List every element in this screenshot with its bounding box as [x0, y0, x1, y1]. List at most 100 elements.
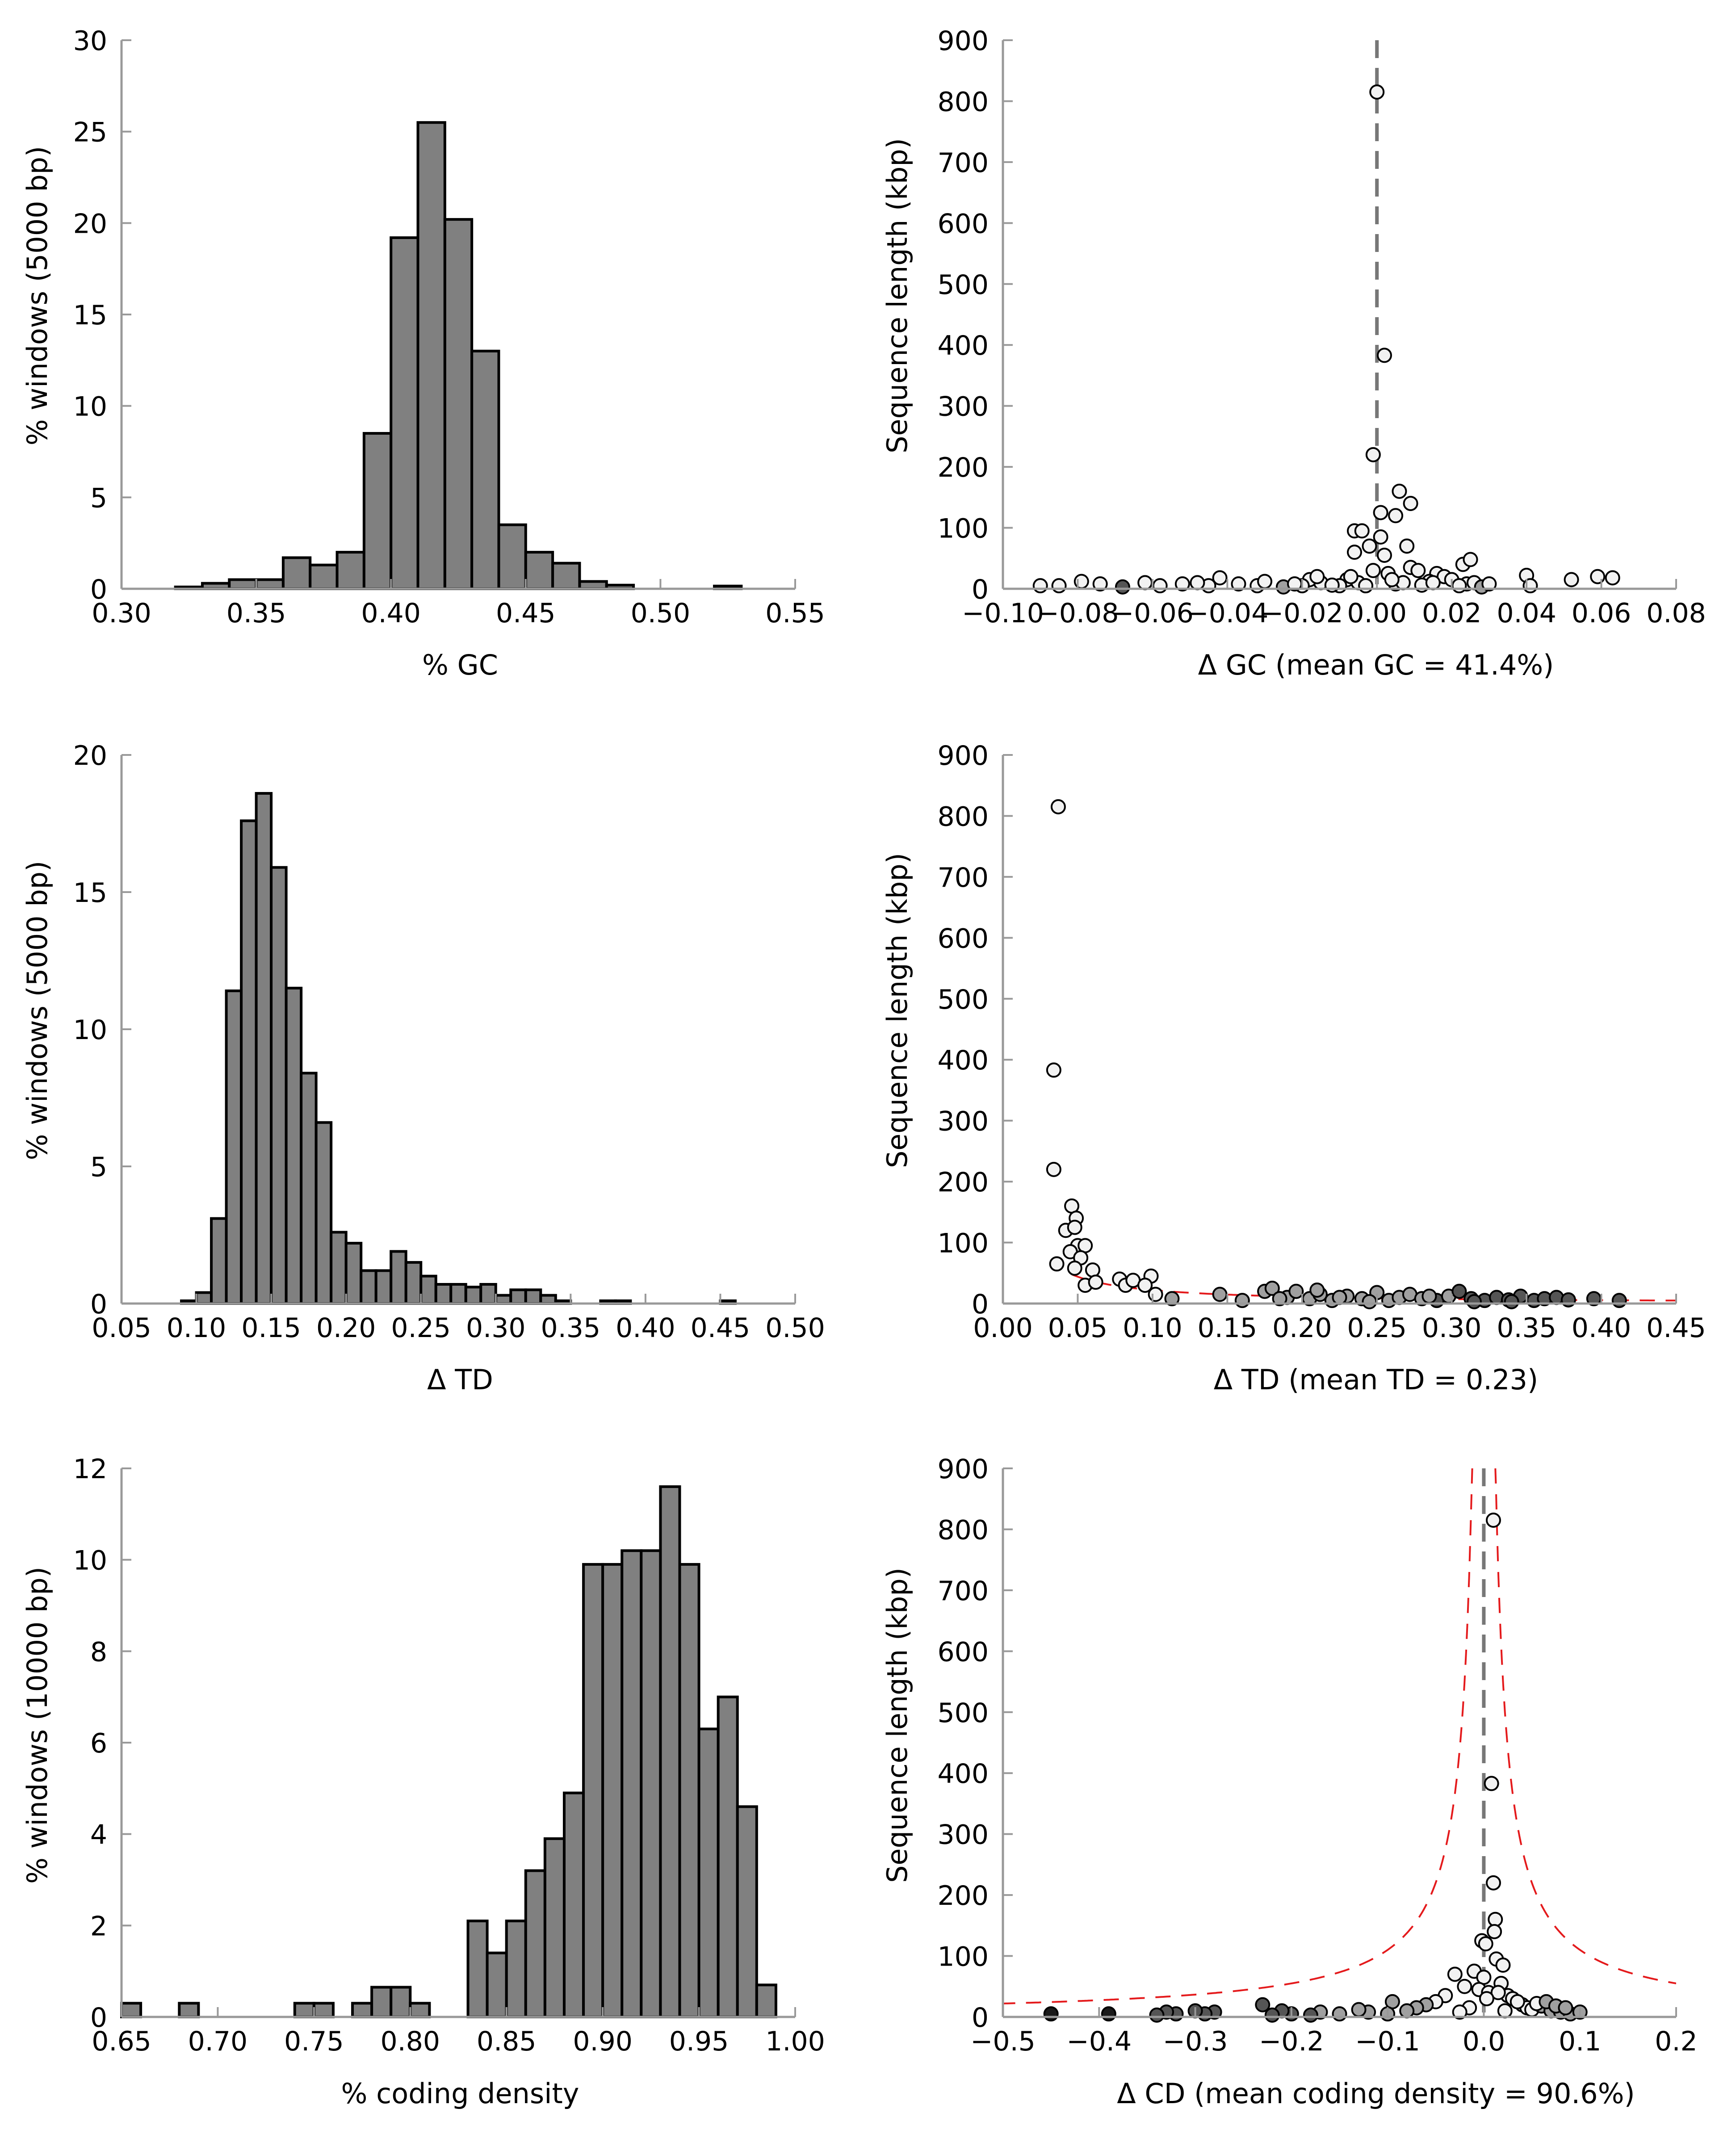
scatter-td-ytick-label: 700 [937, 862, 989, 893]
scatter-gc-point [1403, 495, 1418, 511]
histogram-td-bar [344, 1241, 363, 1305]
scatter-td-ytick-label: 100 [937, 1228, 989, 1259]
scatter-td-point [1067, 1260, 1082, 1276]
histogram-gc-bar [309, 563, 339, 590]
scatter-gc-point [1115, 579, 1130, 595]
scatter-cd-point [1457, 1979, 1472, 1994]
histogram-cd-ticks: 0.65 0.70 0.75 0.80 0.85 0.90 0.95 1.00 0 2 4 6 8 10 1… [73, 1454, 825, 2057]
scatter-td-xtick-label: 0.20 [1272, 1312, 1332, 1344]
scatter-td-ytick-label: 600 [937, 923, 989, 954]
scatter-td-point [1362, 1294, 1377, 1309]
histogram-gc-xtick-label: 0.30 [92, 598, 151, 629]
histogram-td-bar [195, 1291, 213, 1305]
histogram-gc-bar [497, 523, 527, 590]
histogram-cd-ytick-label: 0 [90, 2002, 107, 2033]
scatter-td-ytick-label: 900 [937, 740, 989, 771]
histogram-cd-bar [582, 1563, 604, 2018]
scatter-gc-xtick-label: −0.10 [962, 598, 1044, 629]
histogram-td-bar [270, 866, 288, 1305]
histogram-td-bar [390, 1250, 407, 1305]
histogram-cd-xtick-label: 0.80 [380, 2026, 440, 2057]
scatter-cd-xtick-label: −0.2 [1259, 2026, 1324, 2057]
scatter-cd-xtick-label: −0.1 [1355, 2026, 1420, 2057]
scatter-gc-xtick-label: 0.02 [1422, 598, 1482, 629]
scatter-td-ticks: 0.00 0.05 0.10 0.15 0.20 0.25 0.30 0.35 0.40 0.45… [937, 740, 1706, 1344]
scatter-gc-point [1388, 508, 1404, 524]
scatter-td-ytick-label: 300 [937, 1106, 989, 1137]
histogram-gc-ytick-label: 5 [90, 482, 107, 514]
scatter-cd-xtick-label: −0.4 [1066, 2026, 1132, 2057]
scatter-td-point [1264, 1280, 1280, 1296]
scatter-gc-xtick-label: 0.08 [1646, 598, 1706, 629]
histogram-gc-bar [416, 121, 446, 591]
scatter-cd-ytick-label: 900 [937, 1454, 989, 1485]
histogram-td-bar [434, 1283, 453, 1305]
histogram-td-bar [210, 1217, 228, 1305]
histogram-gc-bar [281, 556, 312, 590]
histogram-cd-bar [717, 1695, 739, 2019]
scatter-gc-xtick-label: −0.08 [1037, 598, 1119, 629]
scatter-cd-point [1101, 2006, 1116, 2022]
scatter-td-ylabel: Sequence length (kbp) [881, 853, 914, 1168]
scatter-gc-point [1343, 569, 1359, 584]
histogram-cd-bar [543, 1837, 566, 2018]
scatter-gc-point [1073, 574, 1089, 589]
scatter-cd-point [1497, 2003, 1513, 2019]
scatter-gc-point [1481, 576, 1497, 592]
scatter-td-point [1046, 1062, 1061, 1078]
scatter-td-xtick-label: 0.35 [1497, 1312, 1556, 1344]
scatter-cd-point [1255, 1997, 1271, 2012]
histogram-td-xlabel: Δ TD [427, 1363, 493, 1396]
histogram-gc-bar [228, 578, 258, 590]
histogram-gc-xtick-label: 0.50 [631, 598, 691, 629]
histogram-td-bar [285, 986, 303, 1305]
histogram-cd-xtick-label: 0.75 [284, 2026, 344, 2057]
histogram-gc-ytick-label: 25 [73, 117, 107, 148]
scatter-cd-point [1485, 1875, 1501, 1891]
histogram-td-bar [464, 1286, 482, 1305]
histogram-cd-bar [659, 1485, 681, 2018]
scatter-gc-point [1369, 84, 1385, 100]
scatter-td-point [1137, 1278, 1153, 1293]
scatter-td-point [1288, 1283, 1304, 1299]
histogram-td-bar [509, 1288, 527, 1305]
scatter-td-point [1451, 1283, 1467, 1299]
histogram-cd-xtick-label: 0.70 [188, 2026, 248, 2057]
scatter-gc-point [1032, 578, 1048, 594]
scatter-td-xtick-label: 0.25 [1347, 1312, 1407, 1344]
histogram-cd-bar [621, 1549, 643, 2018]
scatter-gc-xtick-label: 0.06 [1572, 598, 1631, 629]
histogram-td-xtick-label: 0.15 [241, 1312, 301, 1344]
histogram-cd-ytick-label: 2 [90, 1911, 107, 1942]
scatter-cd-point [1332, 2006, 1347, 2022]
scatter-gc-xtick-label: −0.02 [1261, 598, 1343, 629]
scatter-gc-ylabel: Sequence length (kbp) [881, 138, 914, 453]
scatter-gc-point [1605, 570, 1620, 586]
scatter-gc-point [1376, 348, 1392, 363]
scatter-td-xtick-label: 0.40 [1572, 1312, 1631, 1344]
scatter-gc-point [1564, 572, 1579, 587]
scatter-td-xlabel: Δ TD (mean TD = 0.23) [1214, 1363, 1538, 1396]
scatter-gc-threshold-curve [1676, 566, 1736, 587]
scatter-gc-point [1362, 538, 1377, 554]
scatter-gc-ytick-label: 700 [937, 147, 989, 179]
histogram-td-bar [524, 1288, 542, 1305]
histogram-cd-bar [755, 1983, 777, 2019]
histogram-cd-bars [120, 1485, 777, 2019]
scatter-cd-ylabel: Sequence length (kbp) [881, 1568, 914, 1883]
histogram-td-bar [225, 989, 243, 1305]
histogram-td-xtick-label: 0.20 [316, 1312, 376, 1344]
histogram-gc-bars [174, 121, 743, 591]
histogram-gc-bar [470, 349, 500, 590]
histogram-td-bar [330, 1231, 348, 1305]
scatter-td-ytick-label: 400 [937, 1045, 989, 1076]
histogram-td-xtick-label: 0.10 [167, 1312, 226, 1344]
scatter-gc-ticks: −0.10−0.08−0.06−0.04−0.02 0.00 0.02 0.04 0.0… [937, 25, 1706, 629]
histogram-td-bars [180, 792, 737, 1305]
scatter-cd-ytick-label: 700 [937, 1576, 989, 1607]
histogram-cd-bar [562, 1791, 585, 2018]
scatter-td-point [1148, 1287, 1163, 1302]
scatter-gc-ytick-label: 500 [937, 269, 989, 301]
scatter-td-point [1049, 1256, 1065, 1272]
